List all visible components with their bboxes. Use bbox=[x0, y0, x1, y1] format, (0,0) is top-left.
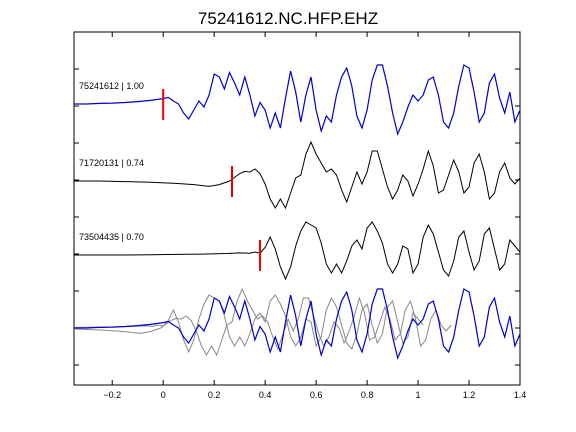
x-tick-label: −0.2 bbox=[103, 390, 121, 400]
trace-line bbox=[74, 64, 520, 136]
x-tick-label: 0.2 bbox=[208, 390, 221, 400]
x-tick-label: 1 bbox=[416, 390, 421, 400]
trace-label: 75241612 | 1.00 bbox=[79, 81, 144, 91]
axis-ticks: −0.2 0 0.2 0.4 0.6 0.8 1 1.2 1.4 bbox=[74, 32, 526, 400]
x-tick-label: 1.2 bbox=[463, 390, 476, 400]
x-tick-label: 0 bbox=[161, 390, 166, 400]
overlay-trace-blue bbox=[74, 288, 520, 360]
trace-label: 73504435 | 0.70 bbox=[79, 232, 144, 242]
x-tick-label: 0.6 bbox=[310, 390, 323, 400]
trace-line bbox=[74, 221, 520, 281]
plot-frame bbox=[73, 31, 521, 386]
x-tick-label: 0.8 bbox=[361, 390, 374, 400]
x-tick-label: 0.4 bbox=[259, 390, 272, 400]
x-tick-label: 1.4 bbox=[514, 390, 527, 400]
overlay-trace-gray bbox=[74, 287, 452, 357]
trace-layer: 75241612 | 1.00 71720131 | 0.74 73504435 |… bbox=[74, 64, 520, 360]
overlay-trace-gray bbox=[74, 294, 424, 354]
trace-line bbox=[74, 140, 520, 210]
chart-title: 75241612.NC.HFP.EHZ bbox=[198, 9, 378, 28]
trace-label: 71720131 | 0.74 bbox=[79, 158, 144, 168]
